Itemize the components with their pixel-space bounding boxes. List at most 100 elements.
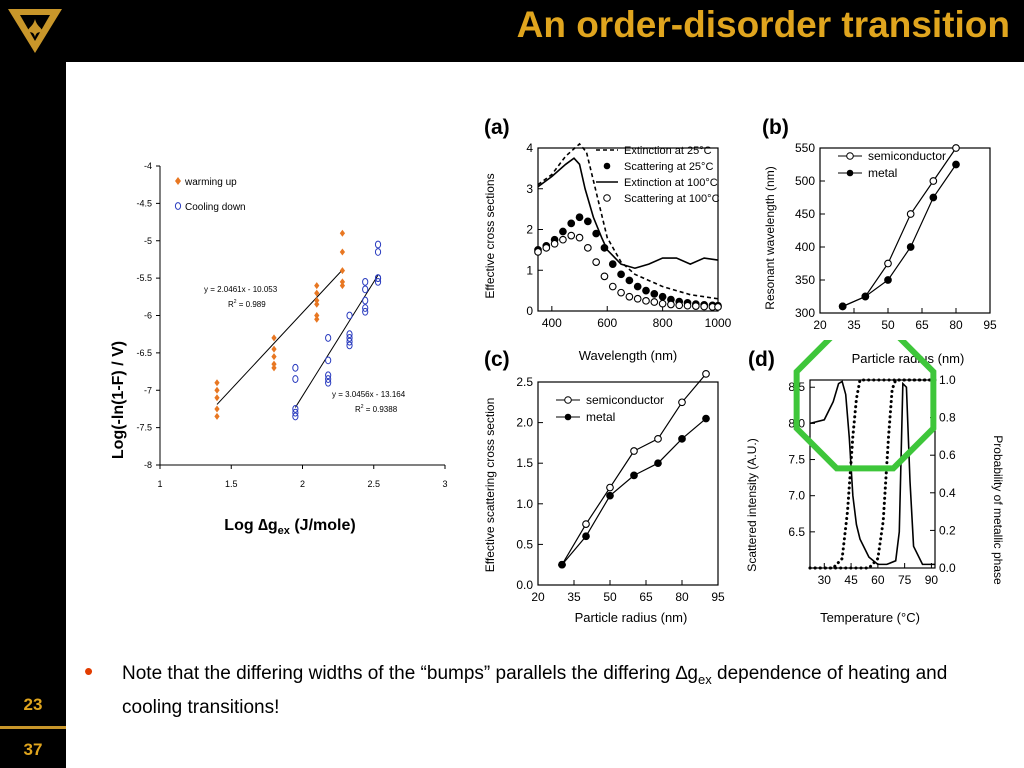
panel-c-x-label: Particle radius (nm) xyxy=(575,610,688,625)
warming-point xyxy=(339,278,346,286)
series-line-1 xyxy=(842,147,957,307)
y-tick-label: 7.0 xyxy=(788,489,805,503)
left-bar xyxy=(0,62,66,768)
x-tick-label: 95 xyxy=(711,590,725,604)
panel-a-y-label: Effective cross sections xyxy=(483,173,497,298)
x-tick-label: 75 xyxy=(898,573,912,587)
x-tick-label: 400 xyxy=(542,316,562,330)
warming-point xyxy=(339,229,346,237)
open-circle-point xyxy=(642,296,650,305)
panel-d-chart: (d) Scattered intensity (A.U.) Probabili… xyxy=(745,340,1005,625)
x-tick-label: 1 xyxy=(157,479,162,489)
warming-point xyxy=(214,386,220,394)
legend-c-2-marker xyxy=(564,413,572,421)
open-circle-point xyxy=(600,272,609,281)
y-tick-label: 1 xyxy=(526,263,533,277)
warming-point xyxy=(271,353,277,361)
y-tick-label: -6.5 xyxy=(136,348,152,358)
warming-point xyxy=(214,379,220,387)
cooling-point xyxy=(346,341,353,350)
legend-b-2-label: metal xyxy=(868,166,897,180)
filled-circle-point xyxy=(633,282,642,291)
top-bar xyxy=(0,0,1024,62)
plot-frame xyxy=(819,147,991,314)
x-tick-label: 20 xyxy=(531,590,545,604)
filled-circle-point xyxy=(567,219,576,228)
filled-circle-point xyxy=(559,227,567,236)
fit-1-r2: R2 = 0.989 xyxy=(228,299,266,309)
legend-a-2-label: Scattering at 25°C xyxy=(624,161,713,173)
x-axis-label: Log ∆gex (J/mole) xyxy=(224,517,355,537)
y-tick-label: -8 xyxy=(144,460,152,470)
series-line-3 xyxy=(808,378,937,570)
filled-circle-point xyxy=(630,471,638,480)
panel-c-chart: (c) Effective scattering cross section P… xyxy=(483,348,725,625)
x-tick-label: 20 xyxy=(813,318,827,332)
open-circle-point xyxy=(678,398,686,407)
filled-circle-point xyxy=(608,260,617,268)
legend-c-1-marker xyxy=(564,396,572,404)
y-tick-label: 2.0 xyxy=(516,416,533,430)
series-line-2 xyxy=(842,164,957,307)
legend-b-1-marker xyxy=(846,152,854,160)
legend-warming-marker xyxy=(175,177,181,185)
open-circle-point xyxy=(606,483,614,492)
panel-a-x-label: Wavelength (nm) xyxy=(579,348,678,363)
highlight-octagon xyxy=(793,340,937,472)
open-circle-point xyxy=(550,239,559,248)
panel-d-x-label: Temperature (°C) xyxy=(820,610,920,625)
x-tick-label: 35 xyxy=(567,590,581,604)
filled-circle-point xyxy=(617,270,625,279)
cooling-point xyxy=(374,240,382,249)
cooling-point xyxy=(346,311,353,320)
filled-circle-point xyxy=(625,276,634,285)
cooling-point xyxy=(325,334,332,342)
warming-point xyxy=(214,394,220,402)
open-circle-point xyxy=(714,303,722,311)
open-circle-point xyxy=(575,233,584,242)
y-tick-label: 1.0 xyxy=(516,497,533,511)
warming-point xyxy=(271,364,277,372)
warming-point xyxy=(214,412,220,420)
cooling-point xyxy=(325,356,332,365)
panel-b-chart: (b) Resonant wavelength (nm) Particle ra… xyxy=(762,116,997,366)
warming-point xyxy=(271,360,277,368)
panel-b-y-label: Resonant wavelength (nm) xyxy=(763,166,777,309)
y-tick-label: 500 xyxy=(795,174,815,188)
cooling-point xyxy=(325,375,332,383)
cooling-point xyxy=(325,378,332,387)
open-circle-point xyxy=(534,248,542,256)
open-circle-point xyxy=(658,299,667,308)
fit-2-r2: R2 = 0.9388 xyxy=(355,404,398,414)
x-tick-label: 800 xyxy=(653,316,673,330)
y2-tick-label: 0.0 xyxy=(939,561,956,575)
cooling-point xyxy=(292,412,299,421)
x-tick-label: 35 xyxy=(847,318,861,332)
panel-c-label: (c) xyxy=(484,348,510,371)
x-tick-label: 90 xyxy=(925,573,939,587)
y2-tick-label: 0.6 xyxy=(939,448,956,462)
open-circle-point xyxy=(592,258,601,266)
legend-a-2-marker xyxy=(603,162,611,170)
y-tick-label: -7 xyxy=(144,385,152,395)
note-g: g xyxy=(687,663,698,684)
series-line-3 xyxy=(537,157,719,270)
filled-circle-point xyxy=(658,292,667,301)
legend-warming-label: warming up xyxy=(184,177,237,188)
warming-point xyxy=(339,282,346,290)
panel-a-label: (a) xyxy=(484,116,510,139)
fit-1-equation: y = 2.0461x - 10.053 xyxy=(204,285,278,294)
filled-circle-point xyxy=(952,160,960,169)
open-circle-point xyxy=(542,243,551,252)
y2-tick-label: 1.0 xyxy=(939,373,956,387)
cooling-point xyxy=(292,375,299,383)
cooling-point xyxy=(362,304,369,312)
slide-number: 23 xyxy=(23,695,43,714)
legend-cooling-marker xyxy=(174,202,182,210)
filled-circle-point xyxy=(884,276,892,284)
warming-point xyxy=(271,345,277,353)
legend-a-3-label: Extinction at 100°C xyxy=(624,177,718,189)
vanderbilt-logo xyxy=(8,9,62,53)
note-delta: ∆ xyxy=(675,663,688,684)
y-tick-label: 450 xyxy=(795,207,815,221)
